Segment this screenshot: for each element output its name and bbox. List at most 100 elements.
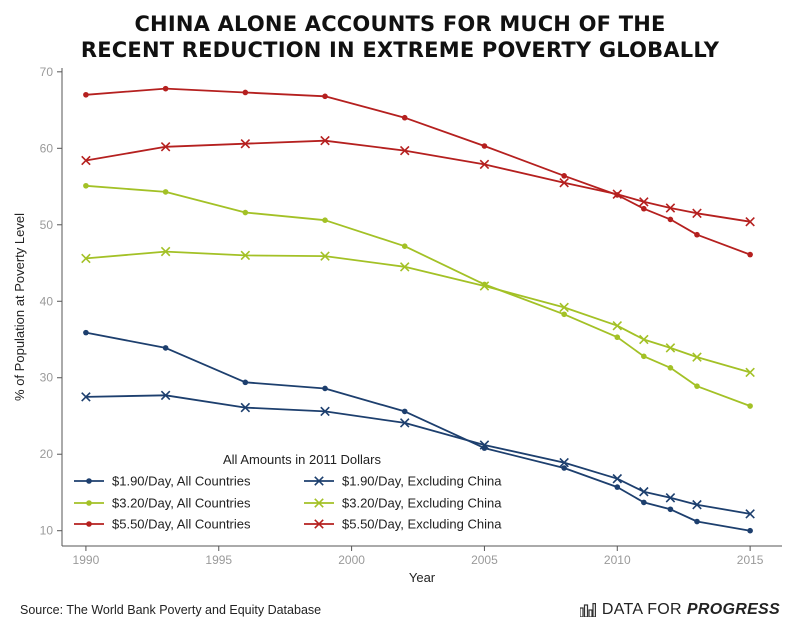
bar-chart-icon — [579, 603, 596, 617]
x-marker-stroke — [314, 476, 324, 486]
x-marker-stroke — [81, 253, 91, 264]
data-point — [240, 250, 251, 261]
chart-axes: 10 20 30 40 50 60 70 1990 1995 2000 2005 2010 2015 Ye… — [12, 65, 782, 585]
y-tick-label: 40 — [40, 294, 54, 308]
data-point — [83, 329, 89, 336]
data-point — [667, 365, 674, 371]
x-marker-stroke — [160, 390, 171, 401]
legend-swatch-marker — [314, 498, 324, 508]
y-tick-label: 30 — [40, 371, 54, 385]
x-marker-stroke — [160, 142, 171, 152]
y-tick-label: 10 — [40, 524, 54, 538]
data-point — [479, 159, 490, 170]
data-point — [694, 231, 700, 238]
data-point — [639, 334, 649, 345]
data-point — [320, 406, 330, 417]
x-marker-stroke — [240, 138, 251, 149]
data-point — [667, 216, 674, 223]
data-point — [745, 509, 755, 519]
x-marker-stroke — [612, 473, 623, 484]
series-1 — [81, 390, 755, 519]
x-marker-stroke — [479, 440, 490, 450]
data-point — [665, 203, 676, 213]
series-layer — [81, 85, 755, 534]
x-marker-stroke — [314, 498, 324, 508]
x-tick-label: 2005 — [471, 553, 498, 567]
x-marker-stroke — [692, 499, 702, 510]
x-marker-stroke — [665, 203, 676, 213]
data-point — [162, 345, 169, 351]
x-marker-stroke — [81, 155, 91, 166]
series-3 — [81, 246, 755, 378]
data-point — [240, 402, 251, 413]
y-tick-label: 70 — [40, 65, 54, 79]
legend-label: $5.50/Day, All Countries — [112, 517, 251, 532]
data-point — [747, 527, 753, 534]
series-line — [85, 250, 751, 374]
x-marker-stroke — [479, 281, 490, 291]
x-marker-stroke — [745, 367, 755, 378]
x-tick-label: 1995 — [205, 553, 232, 567]
x-marker-stroke — [639, 486, 649, 497]
data-point — [401, 114, 408, 121]
legend-swatch-marker — [86, 500, 92, 506]
x-marker-stroke — [665, 343, 676, 353]
data-point — [694, 383, 700, 389]
series-line — [85, 87, 751, 256]
data-point — [612, 473, 623, 484]
data-point — [641, 353, 647, 360]
data-point — [399, 418, 410, 428]
x-axis-label: Year — [409, 570, 436, 585]
y-tick-label: 60 — [40, 141, 54, 155]
y-tick-label: 50 — [40, 218, 54, 232]
x-marker-stroke — [639, 197, 649, 207]
legend-label: $1.90/Day, Excluding China — [342, 474, 502, 489]
x-tick-label: 2010 — [604, 553, 631, 567]
data-point — [612, 189, 623, 199]
data-point — [561, 173, 567, 179]
data-point — [479, 440, 490, 450]
data-point — [242, 209, 249, 216]
legend-item: $5.50/Day, All Countries — [74, 517, 251, 532]
data-point — [320, 251, 330, 261]
data-point — [692, 352, 702, 362]
chart-title-line-1: CHINA ALONE ACCOUNTS FOR MUCH OF THE — [134, 12, 666, 36]
data-point — [639, 486, 649, 497]
series-4 — [83, 85, 753, 258]
x-marker-stroke — [399, 418, 410, 428]
data-point — [401, 243, 408, 249]
x-marker-stroke — [692, 208, 702, 219]
x-marker-stroke — [612, 189, 623, 199]
data-point — [401, 408, 408, 415]
data-point — [641, 205, 647, 212]
x-marker-stroke — [692, 352, 702, 362]
x-marker-stroke — [745, 216, 755, 227]
x-marker-stroke — [559, 177, 569, 188]
y-axis-label: % of Population at Poverty Level — [12, 213, 27, 401]
data-point — [694, 518, 700, 525]
data-point — [665, 343, 676, 353]
data-point — [639, 197, 649, 207]
legend-item: $3.20/Day, All Countries — [74, 496, 251, 511]
series-line — [85, 394, 751, 515]
data-point — [83, 182, 89, 189]
data-point — [320, 135, 330, 146]
legend-swatch-marker — [314, 476, 324, 486]
data-point — [559, 302, 569, 313]
legend-item: $1.90/Day, Excluding China — [304, 474, 502, 489]
y-tick-label: 20 — [40, 447, 54, 461]
data-point — [242, 89, 249, 96]
x-marker-stroke — [639, 334, 649, 345]
x-marker-stroke — [612, 320, 623, 331]
data-point — [692, 499, 702, 510]
data-point — [561, 465, 567, 471]
x-marker-stroke — [320, 251, 330, 261]
x-marker-stroke — [160, 246, 171, 257]
x-marker-stroke — [320, 406, 330, 417]
data-point — [81, 392, 91, 402]
legend-swatch-marker — [86, 521, 92, 527]
legend-item: $5.50/Day, Excluding China — [304, 517, 502, 532]
data-point — [162, 189, 169, 195]
series-5 — [81, 135, 755, 227]
